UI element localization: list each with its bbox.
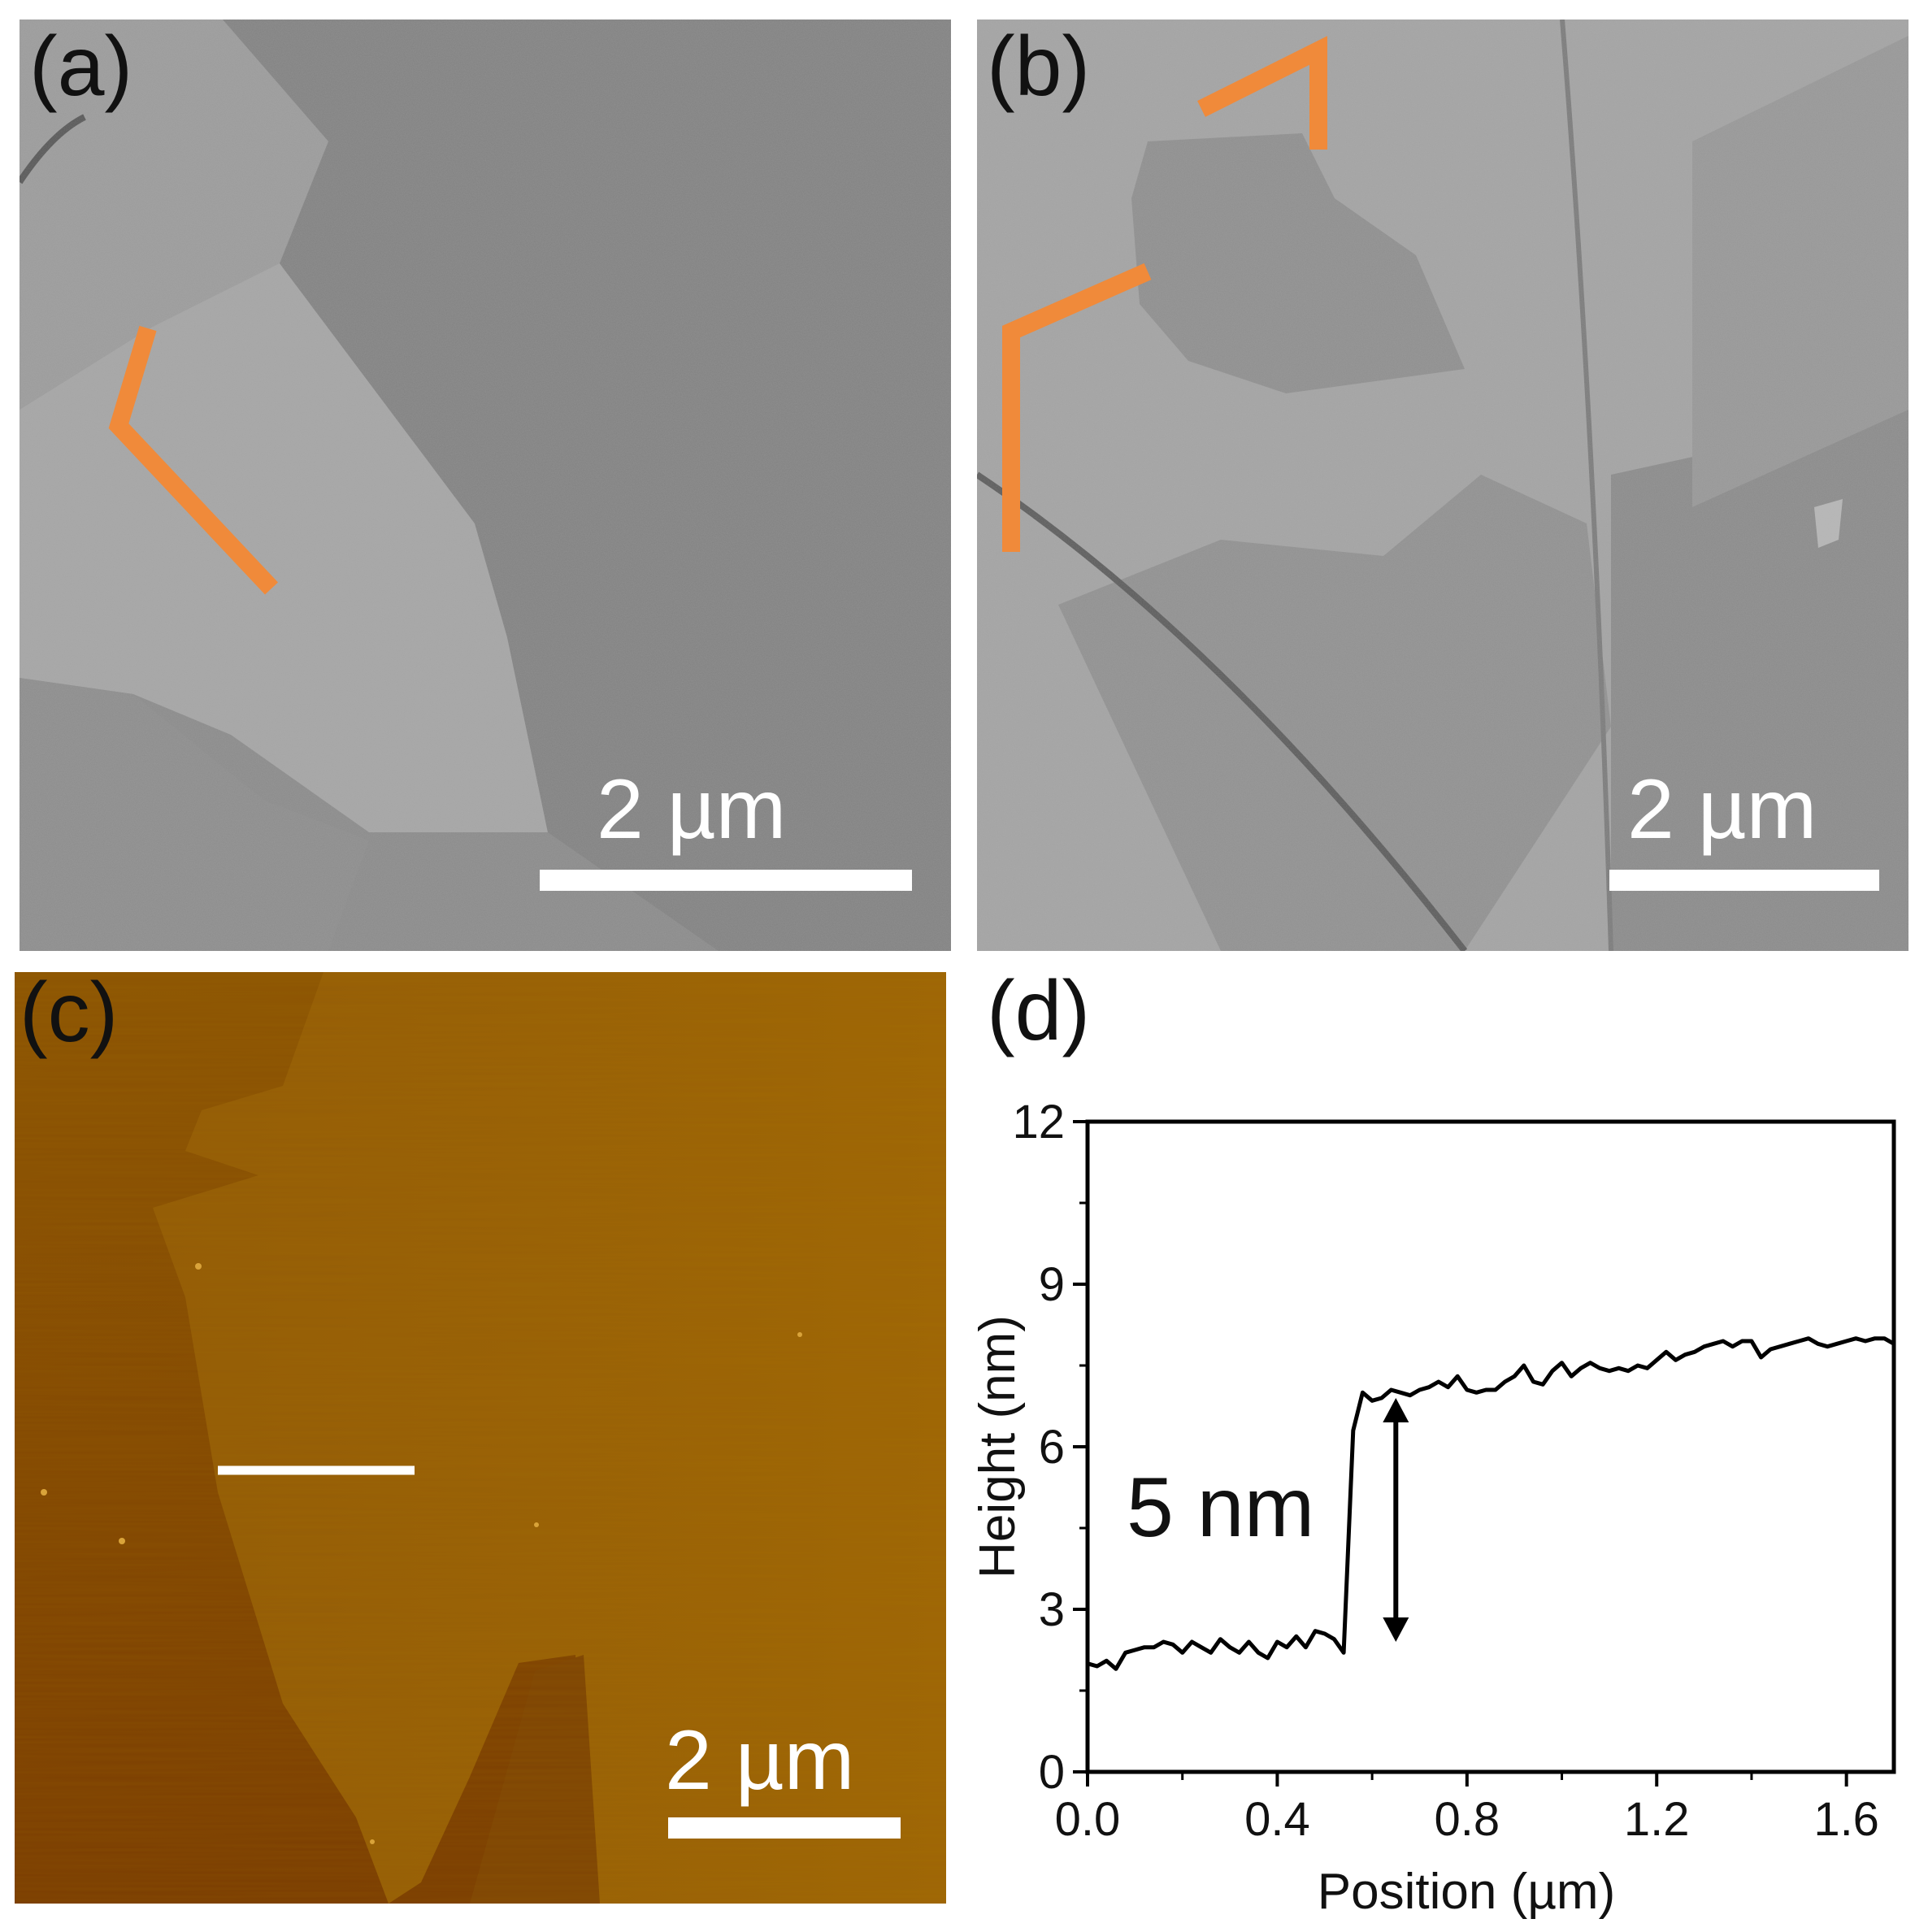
scale-bar-a (540, 870, 912, 891)
x-axis-label: Position (µm) (1318, 1864, 1615, 1920)
scale-bar-label-a: 2 µm (597, 762, 787, 857)
x-tick-label: 0.8 (1435, 1793, 1500, 1846)
scale-bar-c (668, 1817, 901, 1839)
panel-d-height-profile: (d) 0.0 0.4 0.8 1.2 1.6 0 3 6 9 12 Position (µm) He… (967, 967, 1928, 1928)
scale-bar-label-c: 2 µm (665, 1713, 855, 1808)
y-tick-label: 6 (1039, 1421, 1065, 1474)
panel-b-sem-image: (b) 2 µm (977, 20, 1908, 951)
highlight-marker-b (1002, 36, 1327, 552)
highlight-marker-a (108, 325, 279, 595)
step-arrow-head-top (1383, 1398, 1409, 1422)
y-tick-label: 12 (1012, 1096, 1065, 1148)
panel-label-c: (c) (20, 972, 119, 1060)
afm-image-c (15, 972, 946, 1904)
x-tick-label: 0.0 (1055, 1793, 1121, 1846)
y-tick-label: 0 (1039, 1746, 1065, 1799)
x-tick-label: 0.4 (1244, 1793, 1310, 1846)
scale-bar-b (1609, 870, 1879, 891)
panel-label-a: (a) (29, 20, 133, 114)
x-tick-label: 1.2 (1624, 1793, 1690, 1846)
step-height-annotation: 5 nm (1127, 1461, 1314, 1555)
y-axis-label: Height (nm) (970, 1315, 1026, 1578)
sem-image-b (977, 20, 1908, 951)
panel-a-sem-image: (a) 2 µm (20, 20, 951, 951)
panel-label-b: (b) (987, 20, 1091, 114)
profile-series-line (1087, 1336, 1895, 1671)
plot-frame (1085, 1119, 1896, 1774)
y-tick-label: 3 (1039, 1583, 1065, 1636)
scale-bar-label-b: 2 µm (1627, 762, 1817, 857)
x-tick-label: 1.6 (1813, 1793, 1879, 1846)
panel-c-afm-image: (c) 2 µm (15, 972, 946, 1904)
step-arrow-head-bottom (1383, 1617, 1409, 1642)
panel-label-d: (d) (987, 964, 1091, 1058)
height-profile-chart: 0.0 0.4 0.8 1.2 1.6 0 3 6 9 12 Position (µm) Height… (970, 1096, 1896, 1920)
y-tick-label: 9 (1039, 1258, 1065, 1311)
